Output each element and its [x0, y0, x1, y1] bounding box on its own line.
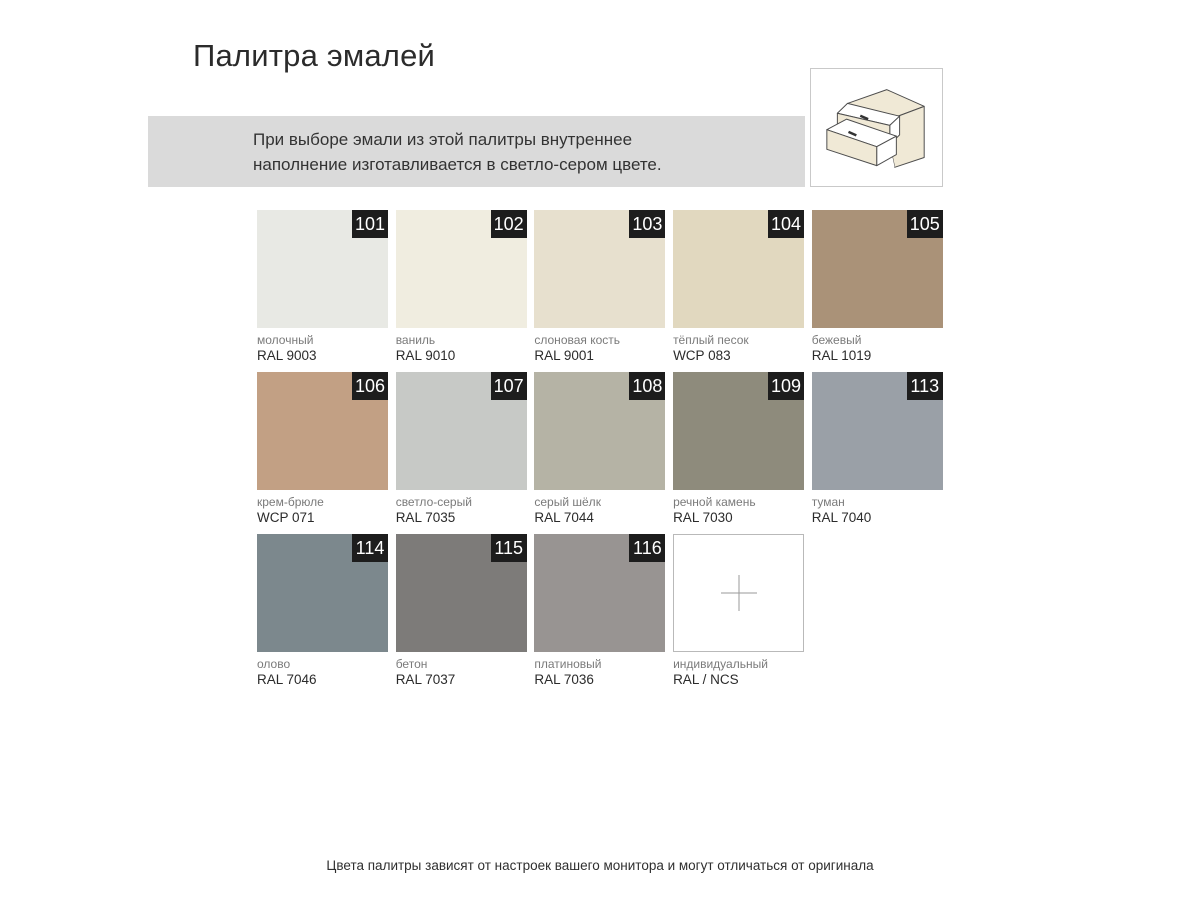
- swatch-number-badge: 102: [490, 210, 527, 238]
- swatch-name: туман: [811, 495, 845, 509]
- swatch-code: RAL 7036: [534, 672, 594, 687]
- swatch-number-badge: 106: [352, 372, 388, 400]
- swatch-cell: 104 тёплый песок WCP 083: [673, 210, 805, 363]
- palette-grid: 101 молочный RAL 9003 102 ваниль RAL 901…: [257, 210, 943, 687]
- swatch-name: серый шёлк: [534, 495, 601, 509]
- swatch-code: RAL 7046: [257, 672, 317, 687]
- swatch-name: платиновый: [534, 657, 602, 671]
- swatch-name: крем-брюле: [257, 495, 324, 509]
- color-swatch-114[interactable]: 114: [257, 534, 388, 652]
- swatch-cell: 101 молочный RAL 9003: [257, 210, 388, 363]
- swatch-code: RAL / NCS: [673, 672, 739, 687]
- swatch-name: бежевый: [811, 333, 862, 347]
- swatch-code: RAL 9001: [534, 348, 594, 363]
- swatch-cell: 109 речной камень RAL 7030: [673, 372, 805, 525]
- swatch-number-badge: 101: [352, 210, 388, 238]
- info-banner-line2: наполнение изготавливается в светло-серо…: [253, 155, 662, 174]
- color-swatch-113[interactable]: 113: [811, 372, 943, 490]
- swatch-cell: 102 ваниль RAL 9010: [395, 210, 527, 363]
- swatch-cell: 115 бетон RAL 7037: [395, 534, 527, 687]
- swatch-cell: 108 серый шёлк RAL 7044: [534, 372, 666, 525]
- swatch-code: WCP 071: [257, 510, 315, 525]
- swatch-number-badge: 103: [629, 210, 666, 238]
- swatch-code: RAL 7030: [673, 510, 733, 525]
- info-banner-text: При выборе эмали из этой палитры внутрен…: [253, 127, 662, 177]
- swatch-code: RAL 1019: [811, 348, 872, 363]
- swatch-name: светло-серый: [395, 495, 472, 509]
- swatch-code: RAL 9003: [257, 348, 317, 363]
- swatch-number-badge: 104: [768, 210, 805, 238]
- swatch-name: слоновая кость: [534, 333, 621, 347]
- color-swatch-107[interactable]: 107: [395, 372, 527, 490]
- swatch-code: RAL 9010: [395, 348, 456, 363]
- swatch-code: RAL 7040: [811, 510, 872, 525]
- page-title: Палитра эмалей: [193, 38, 436, 73]
- swatch-number-badge: 114: [352, 534, 388, 562]
- swatch-cell: 105 бежевый RAL 1019: [811, 210, 943, 363]
- swatch-cell: 113 туман RAL 7040: [811, 372, 943, 525]
- swatch-cell: 114 олово RAL 7046: [257, 534, 388, 687]
- swatch-code: RAL 7035: [395, 510, 456, 525]
- swatch-number-badge: 116: [629, 534, 666, 562]
- swatch-cell: 106 крем-брюле WCP 071: [257, 372, 388, 525]
- info-banner-line1: При выборе эмали из этой палитры внутрен…: [253, 130, 633, 149]
- swatch-name: тёплый песок: [673, 333, 749, 347]
- custom-color-swatch[interactable]: [673, 534, 805, 652]
- color-swatch-105[interactable]: 105: [811, 210, 943, 328]
- swatch-name: речной камень: [673, 495, 756, 509]
- swatch-number-badge: 115: [490, 534, 527, 562]
- swatch-number-badge: 105: [906, 210, 943, 238]
- info-banner: При выборе эмали из этой палитры внутрен…: [148, 116, 805, 187]
- swatch-number-badge: 113: [906, 372, 943, 400]
- color-swatch-115[interactable]: 115: [395, 534, 527, 652]
- swatch-name: индивидуальный: [673, 657, 768, 671]
- swatch-number-badge: 107: [490, 372, 527, 400]
- plus-icon: [720, 575, 757, 611]
- color-swatch-104[interactable]: 104: [673, 210, 805, 328]
- swatch-code: WCP 083: [673, 348, 731, 363]
- color-swatch-102[interactable]: 102: [395, 210, 527, 328]
- color-swatch-106[interactable]: 106: [257, 372, 388, 490]
- swatch-name: олово: [257, 657, 291, 671]
- color-swatch-103[interactable]: 103: [534, 210, 666, 328]
- swatch-number-badge: 109: [768, 372, 805, 400]
- swatch-code: RAL 7044: [534, 510, 594, 525]
- drawer-unit-illustration-box: [810, 68, 943, 187]
- swatch-name: бетон: [395, 657, 428, 671]
- footer-disclaimer: Цвета палитры зависят от настроек вашего…: [326, 858, 874, 873]
- swatch-cell: 107 светло-серый RAL 7035: [395, 372, 527, 525]
- swatch-cell: 116 платиновый RAL 7036: [534, 534, 666, 687]
- swatch-name: ваниль: [395, 333, 436, 347]
- swatch-cell-custom: индивидуальный RAL / NCS: [673, 534, 805, 687]
- swatch-code: RAL 7037: [395, 672, 456, 687]
- swatch-name: молочный: [257, 333, 314, 347]
- swatch-cell: 103 слоновая кость RAL 9001: [534, 210, 666, 363]
- color-swatch-116[interactable]: 116: [534, 534, 666, 652]
- color-swatch-108[interactable]: 108: [534, 372, 666, 490]
- color-swatch-101[interactable]: 101: [257, 210, 388, 328]
- drawer-unit-icon: [826, 89, 925, 168]
- swatch-number-badge: 108: [629, 372, 666, 400]
- color-swatch-109[interactable]: 109: [673, 372, 805, 490]
